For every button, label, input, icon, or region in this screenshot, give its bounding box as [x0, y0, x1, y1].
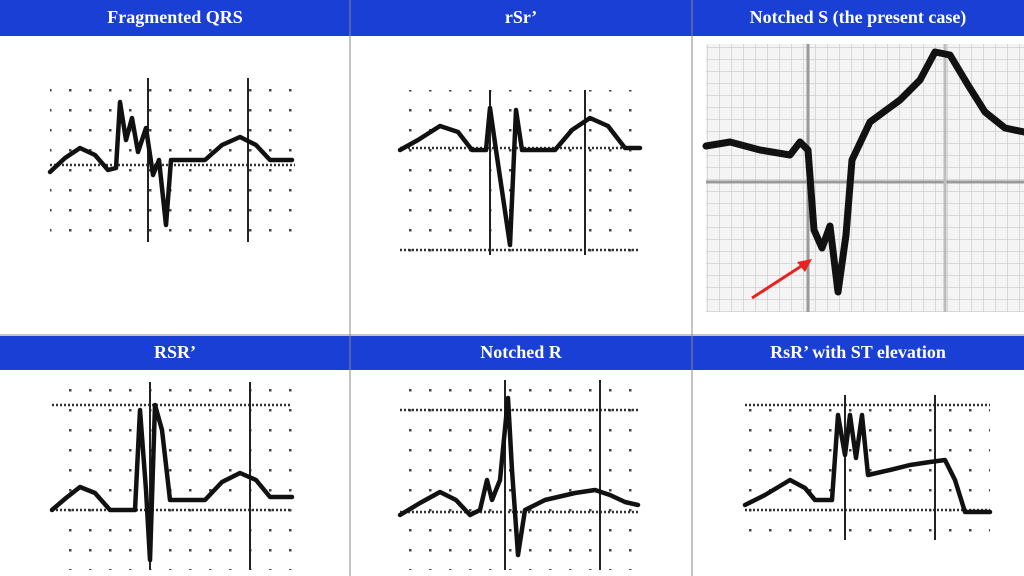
figure: Fragmented QRS rSr’ Notched S (the prese… — [0, 0, 1024, 576]
ecg-panel — [745, 395, 990, 540]
ecg-panel — [400, 380, 640, 570]
panel-title: RSR’ — [154, 342, 196, 362]
panel-title: Notched R — [480, 342, 562, 362]
panel-title: Notched S (the present case) — [750, 7, 967, 28]
ecg-panel — [706, 44, 1024, 312]
panel-title: RsR’ with ST elevation — [770, 342, 946, 362]
ecg-panel — [52, 382, 292, 570]
ecg-panel — [50, 78, 295, 242]
panel-title: Fragmented QRS — [107, 7, 242, 27]
panel-title: rSr’ — [505, 7, 537, 27]
ecg-panel — [400, 90, 640, 255]
